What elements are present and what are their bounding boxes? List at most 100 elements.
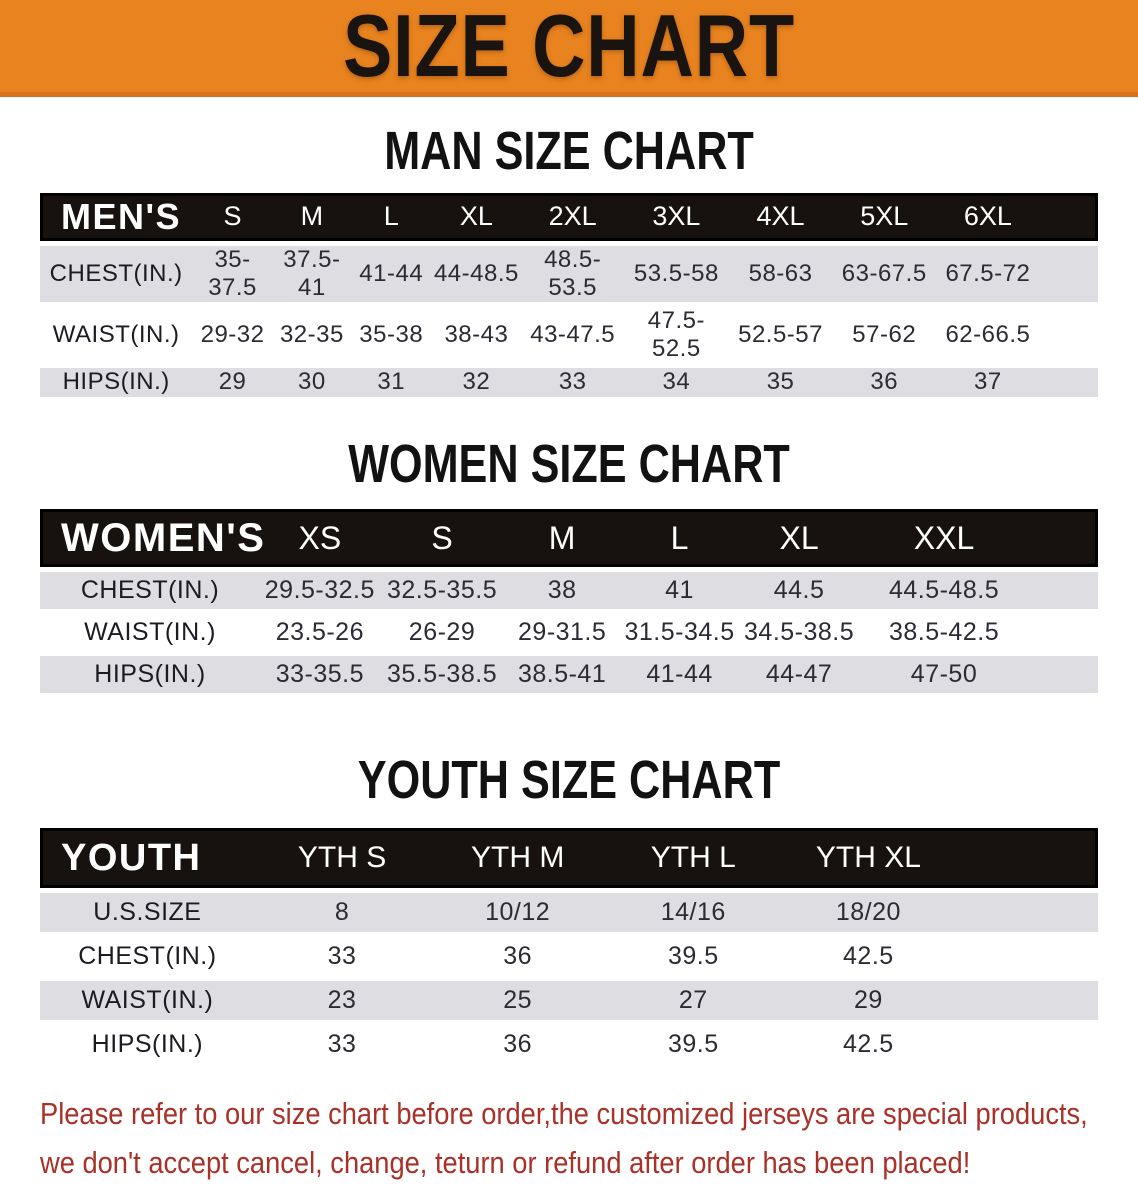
size-value: 39.5 [606, 937, 781, 977]
size-column-header: XL [431, 192, 522, 241]
size-value: 35-38 [351, 306, 432, 363]
size-value: 39.5 [606, 1025, 781, 1065]
size-chart-content: MAN SIZE CHART MEN'S S M L XL 2XL 3XL 4XL 5XL 6XL… [0, 123, 1138, 1069]
spacer-cell [1029, 614, 1098, 652]
table-title-cell: YOUTH [40, 828, 255, 889]
size-value: 47-50 [858, 656, 1030, 694]
size-value: 33 [254, 1025, 430, 1065]
size-column-header: YTH L [606, 828, 781, 889]
row-label: WAIST(IN.) [40, 981, 255, 1021]
measurement-row: WAIST(IN.) 23 25 27 29 [40, 981, 1098, 1021]
size-value: 30 [272, 367, 352, 397]
size-column-header: 3XL [623, 192, 729, 241]
size-value: 32.5-35.5 [379, 572, 505, 610]
measurement-row: WAIST(IN.) 23.5-26 26-29 29-31.5 31.5-34.5 34… [40, 614, 1098, 652]
disclaimer-line-2: we don't accept cancel, change, teturn o… [40, 1145, 971, 1181]
spacer-cell [1029, 572, 1098, 610]
men-section-heading: MAN SIZE CHART [384, 121, 754, 181]
size-value: 14/16 [606, 893, 781, 933]
size-column-header: YTH XL [780, 828, 957, 889]
size-value: 38.5-41 [504, 656, 620, 694]
size-value: 10/12 [429, 893, 606, 933]
size-column-header: XXL [858, 509, 1030, 568]
size-value: 58-63 [728, 245, 833, 302]
size-value: 23 [254, 981, 430, 1021]
spacer-cell [1039, 367, 1098, 397]
table-header-row: MEN'S S M L XL 2XL 3XL 4XL 5XL 6XL [40, 192, 1098, 241]
size-column-header: S [192, 192, 273, 241]
spacer-cell [1029, 509, 1098, 568]
measurement-row: HIPS(IN.) 33-35.5 35.5-38.5 38.5-41 41-44 44-… [40, 656, 1098, 694]
size-value: 38.5-42.5 [858, 614, 1030, 652]
row-label: WAIST(IN.) [40, 614, 261, 652]
size-value: 42.5 [780, 937, 957, 977]
spacer-cell [956, 828, 1098, 889]
size-value: 33-35.5 [260, 656, 380, 694]
size-value: 63-67.5 [832, 245, 937, 302]
size-value: 44-48.5 [431, 245, 522, 302]
size-value: 53.5-58 [623, 245, 729, 302]
size-value: 31 [351, 367, 432, 397]
size-column-header: S [379, 509, 505, 568]
size-column-header: 4XL [728, 192, 833, 241]
size-value: 29.5-32.5 [260, 572, 380, 610]
size-value: 29 [192, 367, 273, 397]
size-value: 23.5-26 [260, 614, 380, 652]
row-label: CHEST(IN.) [40, 245, 193, 302]
row-label: CHEST(IN.) [40, 937, 255, 977]
size-column-header: M [272, 192, 352, 241]
size-column-header: YTH S [254, 828, 430, 889]
size-value: 33 [521, 367, 624, 397]
size-value: 44-47 [739, 656, 859, 694]
spacer-cell [956, 981, 1098, 1021]
size-value: 32 [431, 367, 522, 397]
table-header-row: WOMEN'S XS S M L XL XXL [40, 509, 1098, 568]
row-label: WAIST(IN.) [40, 306, 193, 363]
size-column-header: YTH M [429, 828, 606, 889]
size-value: 44.5 [739, 572, 859, 610]
size-value: 41-44 [351, 245, 432, 302]
size-value: 36 [429, 937, 606, 977]
measurement-row: CHEST(IN.) 29.5-32.5 32.5-35.5 38 41 44.5 44.5… [40, 572, 1098, 610]
size-value: 29-31.5 [504, 614, 620, 652]
order-disclaimer: Please refer to our size chart before or… [40, 1089, 1138, 1187]
size-column-header: L [619, 509, 740, 568]
women-section-heading: WOMEN SIZE CHART [348, 433, 790, 494]
size-value: 41-44 [619, 656, 740, 694]
size-column-header: 6XL [936, 192, 1040, 241]
women-size-section: WOMEN SIZE CHART WOMEN'S XS S M L XL XXL CHEST… [40, 433, 1098, 699]
size-value: 26-29 [379, 614, 505, 652]
measurement-row: WAIST(IN.) 29-32 32-35 35-38 38-43 43-47.5 47.… [40, 306, 1098, 363]
youth-size-table: YOUTH YTH S YTH M YTH L YTH XL U.S.SIZE 8 10/1… [40, 823, 1098, 1069]
size-value: 29 [780, 981, 957, 1021]
row-label: CHEST(IN.) [40, 572, 261, 610]
table-title-cell: WOMEN'S [40, 509, 264, 568]
size-column-header: XL [739, 509, 859, 568]
size-value: 57-62 [832, 306, 937, 363]
size-value: 8 [254, 893, 430, 933]
size-value: 43-47.5 [521, 306, 624, 363]
size-value: 48.5-53.5 [521, 245, 624, 302]
spacer-cell [1029, 656, 1098, 694]
size-column-header: XS [260, 509, 380, 568]
size-value: 18/20 [780, 893, 957, 933]
spacer-cell [1039, 245, 1098, 302]
row-label: U.S.SIZE [40, 893, 255, 933]
size-value: 38-43 [431, 306, 522, 363]
measurement-row: CHEST(IN.) 33 36 39.5 42.5 [40, 937, 1098, 977]
size-value: 42.5 [780, 1025, 957, 1065]
size-value: 38 [504, 572, 620, 610]
size-value: 62-66.5 [936, 306, 1040, 363]
size-value: 52.5-57 [728, 306, 833, 363]
size-column-header: 5XL [832, 192, 937, 241]
size-value: 36 [429, 1025, 606, 1065]
size-value: 29-32 [192, 306, 273, 363]
size-value: 37 [936, 367, 1040, 397]
size-value: 32-35 [272, 306, 352, 363]
spacer-cell [1039, 192, 1098, 241]
spacer-cell [956, 893, 1098, 933]
size-value: 34.5-38.5 [739, 614, 859, 652]
spacer-cell [956, 1025, 1098, 1065]
measurement-row: HIPS(IN.) 29 30 31 32 33 34 35 36 37 [40, 367, 1098, 397]
row-label: HIPS(IN.) [40, 367, 193, 397]
